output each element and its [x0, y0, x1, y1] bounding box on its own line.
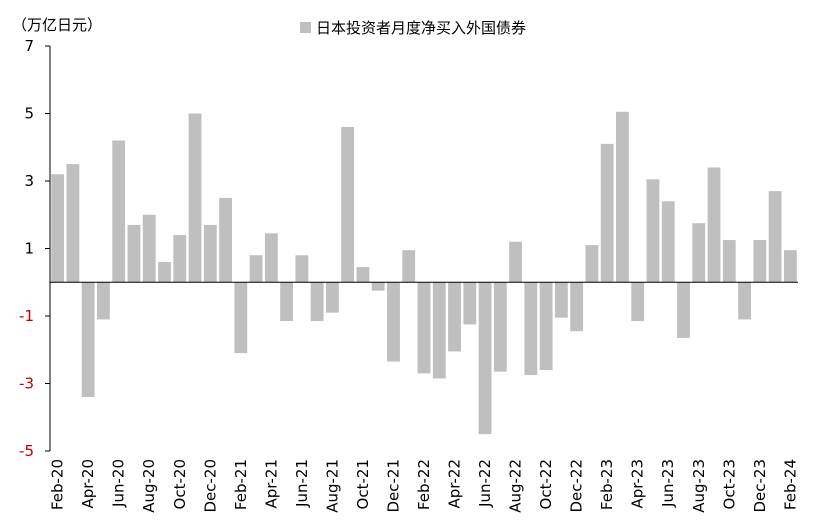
- x-tick-label: Apr-20: [79, 459, 97, 509]
- bar: [738, 282, 751, 320]
- y-unit-label: （万亿日元）: [12, 16, 102, 34]
- y-axis: 7 5 3 1 -1 -3 -5: [19, 37, 51, 460]
- bar: [97, 282, 110, 320]
- x-tick-label: Dec-20: [201, 459, 219, 513]
- bar: [402, 250, 416, 283]
- x-tick-label: Jun-23: [659, 459, 677, 508]
- bar: [417, 282, 431, 374]
- bars: [51, 111, 797, 435]
- bar: [524, 282, 538, 376]
- bar: [66, 164, 80, 283]
- x-tick-label: Jun-22: [476, 459, 494, 508]
- x-tick-label: Dec-21: [384, 459, 402, 513]
- x-tick-label: Jun-20: [110, 459, 128, 508]
- bar: [356, 267, 370, 283]
- bar: [493, 282, 507, 372]
- bar: [387, 282, 400, 362]
- y-tick-label: 1: [24, 240, 34, 258]
- x-tick-label: Feb-20: [49, 459, 67, 510]
- bar: [432, 282, 446, 379]
- bar: [768, 191, 782, 283]
- bar: [554, 282, 568, 318]
- bar: [280, 282, 294, 322]
- bar: [646, 179, 660, 283]
- x-tick-label: Apr-23: [629, 459, 647, 509]
- bar: [692, 223, 706, 283]
- y-tick-label: -1: [19, 307, 34, 325]
- bar: [722, 240, 736, 283]
- x-tick-label: Oct-21: [354, 459, 372, 509]
- x-tick-label: Apr-21: [262, 459, 280, 509]
- x-tick-label: Feb-24: [781, 459, 799, 510]
- x-axis: Feb-20 Apr-20 Jun-20 Aug-20 Oct-20 Dec-20 Feb-…: [49, 281, 799, 513]
- x-tick-label: Apr-22: [446, 459, 464, 509]
- bar: [326, 282, 339, 313]
- bar: [295, 255, 309, 283]
- bar: [371, 282, 385, 291]
- x-tick-label: Dec-23: [751, 459, 769, 513]
- x-tick-label: Aug-22: [507, 459, 525, 513]
- x-tick-label: Oct-20: [171, 459, 189, 509]
- bar: [783, 250, 797, 283]
- bar: [249, 255, 263, 283]
- bar: [753, 240, 767, 283]
- x-tick-label: Dec-22: [568, 459, 586, 513]
- bar: [112, 140, 126, 283]
- x-tick-label: Feb-21: [232, 459, 250, 510]
- bar: [448, 282, 461, 352]
- x-tick-label: Jun-21: [293, 459, 311, 508]
- x-tick-label: Aug-21: [323, 459, 341, 513]
- x-tick-label: Aug-20: [140, 459, 158, 513]
- bar: [158, 262, 171, 283]
- bar: [203, 224, 217, 283]
- bar: [631, 282, 645, 322]
- bar: [463, 282, 477, 325]
- bar: [81, 282, 95, 397]
- x-tick-label: Oct-22: [537, 459, 555, 509]
- bar: [570, 282, 584, 332]
- legend-label: 日本投资者月度净买入外国债券: [316, 19, 526, 37]
- bar: [127, 224, 141, 283]
- bar: [310, 282, 324, 322]
- bar: [188, 113, 202, 283]
- bar: [539, 282, 553, 370]
- bar: [173, 235, 187, 283]
- bar: [661, 201, 675, 283]
- bar: [509, 241, 522, 283]
- bar: [677, 282, 690, 338]
- x-tick-label: Oct-23: [720, 459, 738, 509]
- bar: [616, 111, 629, 283]
- x-tick-label: Aug-23: [690, 459, 708, 513]
- bar: [51, 174, 65, 283]
- bar: [341, 127, 355, 283]
- bar: [264, 233, 278, 283]
- bar: [478, 282, 492, 435]
- y-tick-label: 7: [24, 37, 34, 55]
- bar: [707, 167, 721, 283]
- x-tick-label: Feb-23: [598, 459, 616, 510]
- legend: 日本投资者月度净买入外国债券: [300, 19, 526, 37]
- bar: [234, 282, 248, 354]
- x-tick-label: Feb-22: [415, 459, 433, 510]
- y-tick-label: 3: [24, 172, 34, 190]
- bar: [585, 245, 599, 283]
- y-tick-label: -5: [19, 442, 34, 460]
- bar: [219, 197, 232, 283]
- bar: [142, 214, 156, 283]
- y-tick-label: 5: [24, 105, 34, 123]
- bar: [600, 143, 614, 283]
- legend-swatch: [300, 22, 311, 33]
- y-tick-label: -3: [19, 375, 34, 393]
